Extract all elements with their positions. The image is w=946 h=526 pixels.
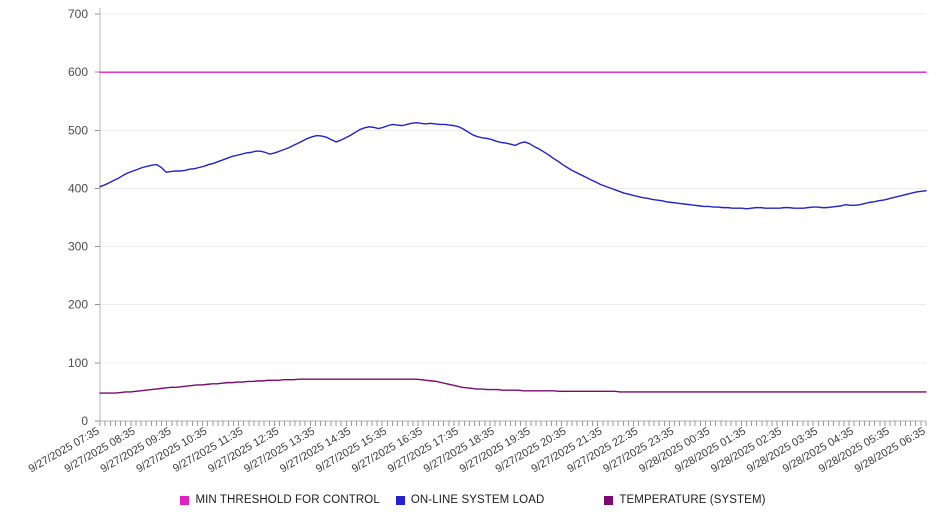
legend-item-label: TEMPERATURE (SYSTEM) (619, 494, 766, 506)
legend-item-label: MIN THRESHOLD FOR CONTROL (195, 494, 380, 506)
y-axis-tick-label: 400 (68, 181, 88, 195)
series-line (99, 122, 927, 210)
series-line (99, 378, 927, 394)
legend-swatch-icon (180, 495, 190, 505)
y-axis-tick-label: 300 (68, 240, 88, 254)
chart-legend: MIN THRESHOLD FOR CONTROL ON-LINE SYSTEM … (0, 494, 946, 506)
y-axis-tick-label: 200 (68, 298, 88, 312)
legend-item[interactable]: MIN THRESHOLD FOR CONTROL (180, 494, 380, 506)
legend-swatch-icon (604, 495, 614, 505)
legend-item[interactable]: ON-LINE SYSTEM LOAD (395, 494, 545, 506)
y-axis-tick-label: 500 (68, 123, 88, 137)
y-axis-tick-label: 0 (81, 414, 88, 428)
y-axis-tick-label: 700 (68, 7, 88, 21)
legend-swatch-icon (395, 495, 405, 505)
legend-item[interactable]: TEMPERATURE (SYSTEM) (604, 494, 765, 506)
y-axis-tick-label: 100 (68, 356, 88, 370)
y-axis-tick-label: 600 (68, 65, 88, 79)
legend-item-label: ON-LINE SYSTEM LOAD (410, 494, 545, 506)
